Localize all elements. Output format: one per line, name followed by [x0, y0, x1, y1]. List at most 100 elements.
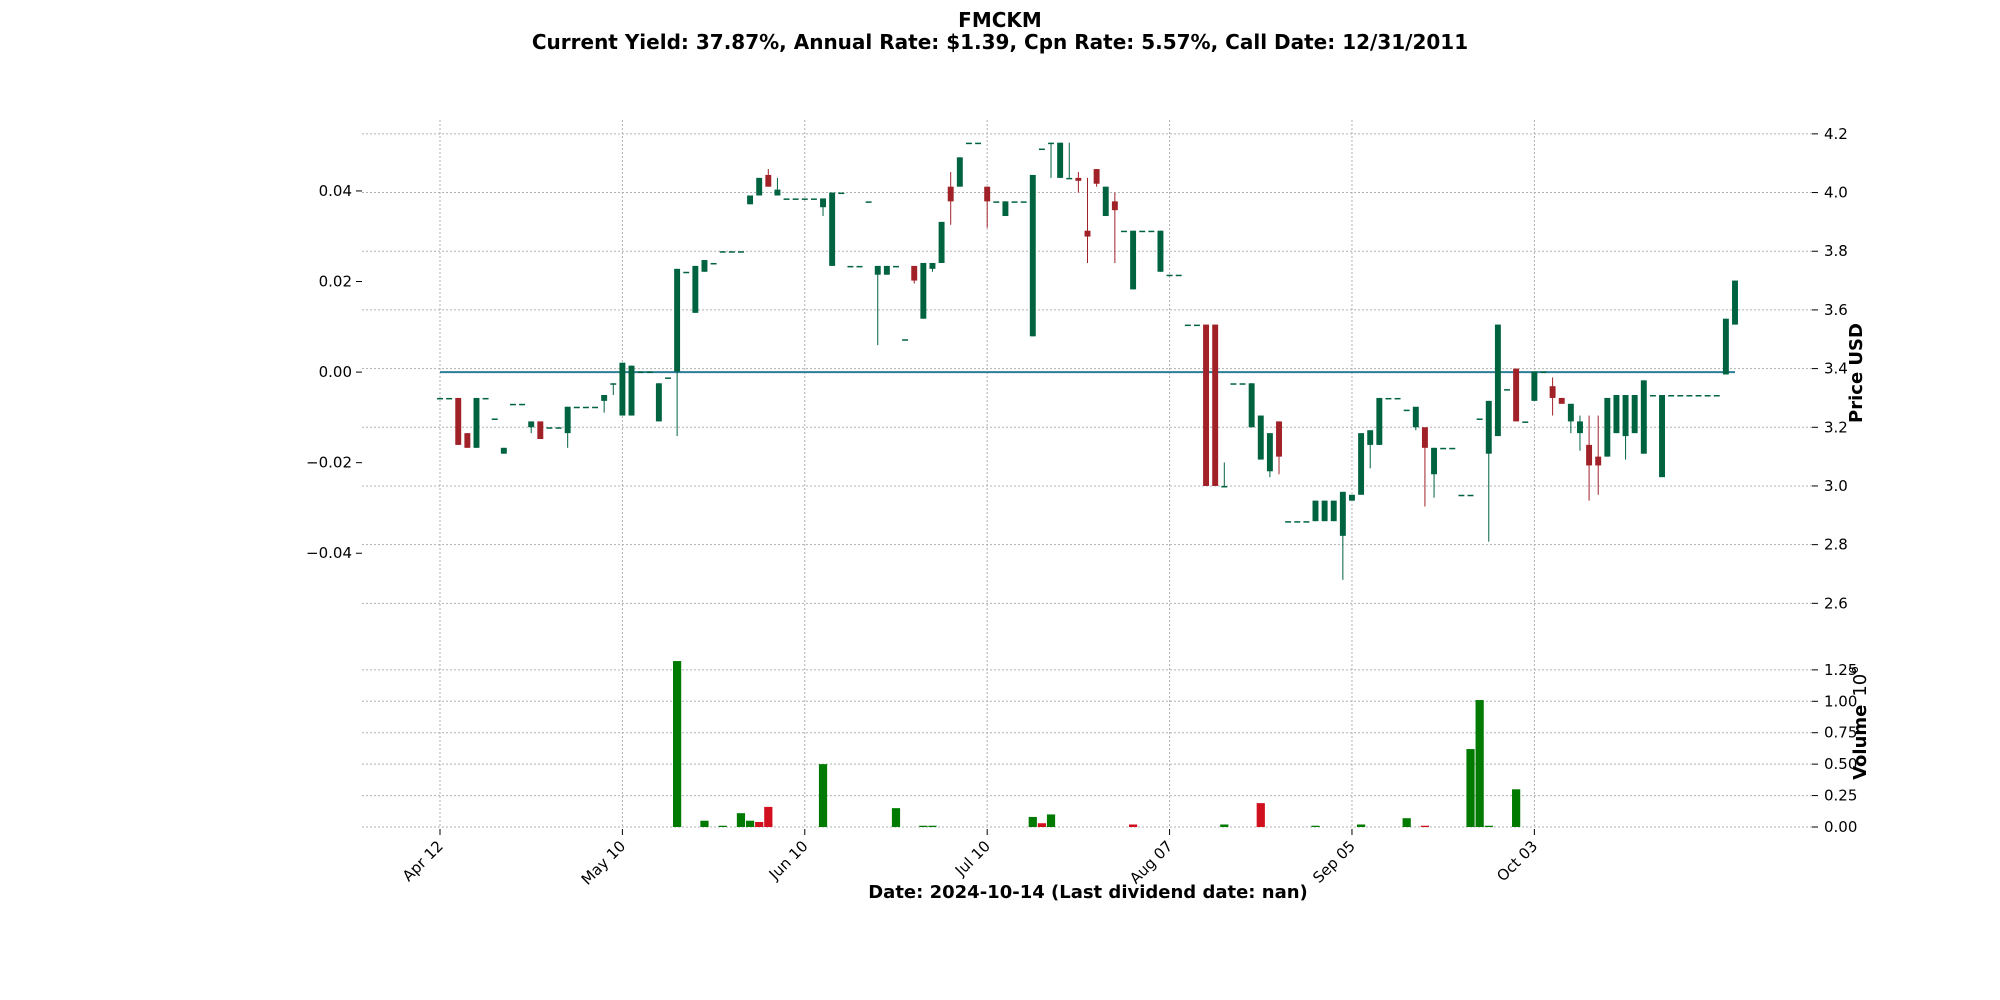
candle-body [1431, 447, 1438, 475]
candle-body [1239, 383, 1246, 385]
candle-body [920, 262, 927, 319]
candle-body [737, 251, 744, 253]
candle-body [838, 192, 845, 195]
price-tick-label: 2.8 [1824, 536, 1848, 554]
volume-tick-label: 0.75 [1824, 724, 1857, 742]
chart-subtitle: Current Yield: 37.87%, Annual Rate: $1.3… [531, 30, 1469, 54]
candle-body [1257, 415, 1264, 460]
x-tick-label: Jun 10 [765, 837, 812, 884]
candle-body [637, 371, 644, 374]
candle-body [1084, 230, 1091, 237]
candle-body [482, 397, 489, 400]
candle-body [847, 265, 854, 268]
candle-body [1522, 421, 1529, 423]
candle-body [1093, 169, 1100, 184]
candle-body [1504, 389, 1510, 391]
candle-body [464, 433, 471, 448]
candle-body [1367, 430, 1374, 445]
yield-tick-label: −0.04 [306, 544, 352, 562]
candle-body [437, 397, 443, 400]
candle-body [1157, 230, 1164, 272]
candle-body [1577, 421, 1583, 434]
candle-body [692, 265, 699, 313]
candle-body [1294, 521, 1301, 523]
candle-body [783, 198, 790, 200]
candle-body [883, 265, 890, 275]
volume-bar [1128, 824, 1138, 827]
x-tick-label: May 10 [578, 837, 630, 889]
candle-body [1193, 324, 1200, 327]
candle-body [893, 265, 899, 268]
volume-bar [1037, 823, 1047, 827]
chart-title: FMCKM [958, 8, 1042, 32]
price-tick-label: 3.8 [1824, 242, 1848, 260]
candle-body [1713, 395, 1720, 397]
yield-tick-label: 0.02 [319, 273, 352, 291]
candle-body [829, 192, 836, 266]
candle-body [601, 395, 608, 401]
candle-body [1686, 395, 1693, 397]
candle-body [1549, 386, 1556, 398]
candle-body [993, 201, 1000, 203]
volume-bar [764, 806, 773, 827]
candle-body [1029, 174, 1036, 337]
candle-body [1494, 324, 1501, 437]
volume-axis-ticks: 0.00 0.25 0.50 0.75 1.00 1.25 [1812, 661, 1857, 836]
candle-body [947, 186, 954, 202]
candle-body [1266, 433, 1273, 472]
candle-body [619, 362, 626, 416]
candle-body [1312, 500, 1319, 522]
candle-body [1531, 371, 1538, 401]
candle-body [765, 174, 772, 187]
candle-body [1139, 230, 1146, 233]
volume-tick-label: 0.25 [1824, 787, 1857, 805]
candle-body [1130, 230, 1137, 290]
volume-bar [736, 813, 746, 827]
candle-body [1184, 324, 1191, 327]
candle-body [537, 421, 544, 440]
candle-body [956, 157, 963, 187]
candle-body [455, 397, 462, 445]
candle-body [446, 397, 453, 400]
candle-body [865, 201, 872, 203]
candle-body [1467, 494, 1474, 497]
candle-body [628, 365, 635, 416]
candle-body [874, 265, 881, 275]
volume-bar [755, 821, 764, 827]
volume-bar [919, 825, 928, 827]
candle-body [902, 339, 909, 341]
price-tick-label: 3.0 [1824, 477, 1848, 495]
candle-body [655, 383, 662, 422]
candle-body [856, 265, 863, 268]
volume-axis-exponent-base: 10 [1850, 674, 1871, 697]
candle-body [1248, 383, 1255, 428]
candle-body [1595, 456, 1602, 466]
candle-body [1066, 177, 1073, 180]
candle-body [1175, 274, 1182, 277]
candles [437, 142, 1738, 580]
candle-body [1057, 142, 1064, 178]
volume-tick-label: 0.50 [1824, 755, 1857, 773]
price-tick-label: 3.2 [1824, 418, 1848, 436]
candle-body [1020, 201, 1027, 203]
candle-body [747, 195, 754, 205]
candle-body [774, 189, 781, 196]
candle-body [1385, 397, 1392, 400]
x-tick-label: Oct 03 [1493, 837, 1541, 885]
volume-bar [1420, 825, 1430, 827]
candle-body [801, 198, 808, 200]
candle-body [1649, 395, 1656, 397]
x-axis-ticks: Apr 12 May 10 Jun 10 Jul 10 Aug 07 Sep 05 Oct … [399, 829, 1541, 889]
candle-body [509, 403, 516, 406]
candle-body [1567, 403, 1574, 422]
volume-axis-label-text: Volume [1850, 705, 1871, 780]
candle-body [1212, 324, 1219, 486]
candle-body [984, 186, 991, 202]
candle-body [1604, 397, 1611, 457]
volume-bar [745, 820, 755, 827]
price-tick-label: 4.2 [1824, 125, 1848, 143]
candle-body [1558, 397, 1565, 404]
candle-body [1203, 324, 1210, 486]
price-axis-label: Price USD [1846, 323, 1867, 423]
candle-body [546, 427, 553, 429]
